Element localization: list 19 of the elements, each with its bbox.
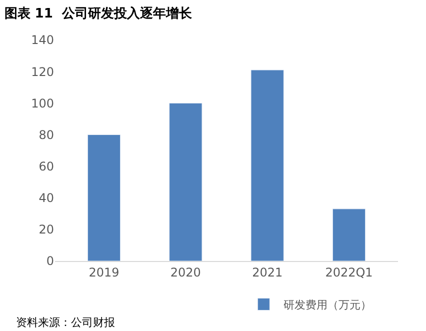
x-tick-label: 2022Q1 — [325, 265, 373, 280]
bar — [250, 70, 284, 261]
x-tick-label: 2020 — [170, 265, 201, 280]
y-tick-label: 60 — [38, 159, 54, 174]
y-tick-label: 80 — [38, 128, 54, 142]
chart-title: 图表 11 公司研发投入逐年增长 — [4, 5, 193, 22]
y-tick-label: 120 — [31, 64, 54, 79]
legend-label: 研发费用（万元） — [284, 298, 372, 312]
y-tick-label: 100 — [31, 96, 54, 110]
x-tick-label: 2019 — [88, 265, 120, 280]
y-tick-label: 140 — [31, 33, 54, 48]
bar — [87, 134, 121, 261]
text: 资料来源：公司财报 — [16, 316, 115, 329]
y-tick-label: 40 — [38, 191, 54, 206]
bar — [332, 208, 366, 261]
x-tick-label: 2021 — [252, 265, 283, 280]
y-tick-label: 0 — [46, 254, 54, 268]
bar — [169, 102, 202, 261]
y-tick-label: 20 — [38, 222, 54, 237]
